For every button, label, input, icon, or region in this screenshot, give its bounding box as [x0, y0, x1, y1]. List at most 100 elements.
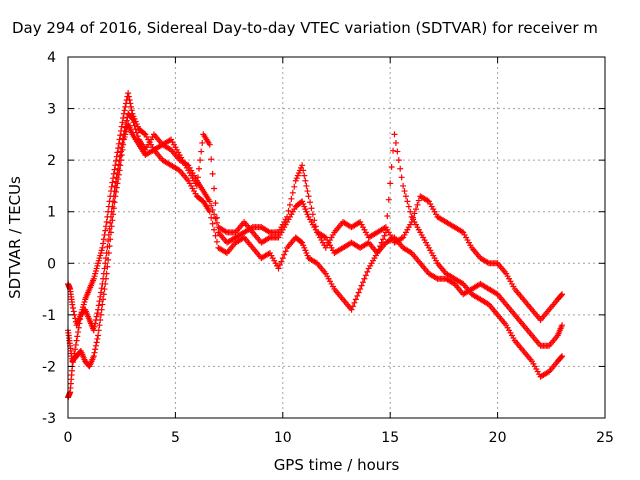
data-point	[125, 93, 132, 100]
data-point	[131, 122, 138, 129]
data-point	[279, 255, 286, 262]
x-tick-label: 5	[171, 430, 180, 446]
data-point	[95, 306, 102, 313]
data-point	[73, 337, 80, 344]
data-point	[199, 139, 206, 146]
data-point	[95, 302, 102, 309]
data-point	[394, 148, 401, 155]
data-point	[109, 203, 116, 210]
data-point	[285, 207, 292, 214]
data-points	[65, 90, 566, 401]
data-point	[115, 145, 122, 152]
data-point	[120, 135, 127, 142]
data-point	[102, 227, 109, 234]
data-point	[415, 197, 422, 204]
data-point	[209, 170, 216, 177]
data-point	[114, 170, 121, 177]
data-point	[99, 280, 106, 287]
data-point	[558, 292, 565, 299]
data-point	[300, 167, 307, 174]
data-point	[198, 148, 205, 155]
series	[65, 110, 566, 401]
data-point	[130, 119, 137, 126]
x-tick-label: 20	[489, 430, 507, 446]
data-point	[302, 177, 309, 184]
data-point	[120, 115, 127, 122]
data-point	[299, 162, 306, 169]
data-point	[196, 165, 203, 172]
data-point	[125, 90, 132, 97]
x-tick-label: 0	[64, 430, 73, 446]
data-point	[206, 198, 213, 205]
data-point	[404, 198, 411, 205]
data-point	[108, 183, 115, 190]
data-point	[286, 201, 293, 208]
data-point	[103, 219, 110, 226]
data-point	[308, 205, 315, 212]
data-point	[133, 129, 140, 136]
data-point	[92, 342, 99, 349]
data-point	[117, 148, 124, 155]
data-point	[105, 237, 112, 244]
data-point	[304, 188, 311, 195]
data-point	[358, 282, 365, 289]
data-point	[70, 304, 77, 311]
data-point	[128, 115, 135, 122]
data-point	[112, 162, 119, 169]
data-point	[211, 226, 218, 233]
data-point	[354, 292, 361, 299]
data-point	[113, 153, 120, 160]
data-point	[100, 270, 107, 277]
data-point	[288, 195, 295, 202]
data-point	[385, 196, 392, 203]
data-point	[375, 246, 382, 253]
data-point	[206, 141, 213, 148]
data-point	[108, 208, 115, 215]
data-point	[123, 117, 130, 124]
data-point	[121, 107, 128, 114]
data-point	[402, 193, 409, 200]
data-point	[129, 115, 136, 122]
data-point	[118, 144, 125, 151]
data-point	[349, 303, 356, 310]
data-point	[392, 139, 399, 146]
data-point	[298, 238, 305, 245]
data-point	[276, 262, 283, 269]
data-point	[119, 139, 126, 146]
data-point	[75, 329, 82, 336]
y-tick-label: 1	[47, 205, 56, 221]
grid-lines	[68, 57, 605, 418]
data-point	[355, 289, 362, 296]
data-point	[208, 214, 215, 221]
data-point	[414, 201, 421, 208]
data-point	[348, 306, 355, 313]
data-point	[94, 335, 101, 342]
data-point	[117, 132, 124, 139]
data-point	[70, 308, 77, 315]
data-point	[388, 164, 395, 171]
data-point	[110, 175, 117, 182]
data-point	[69, 301, 76, 308]
data-point	[104, 243, 111, 250]
data-point	[359, 279, 366, 286]
data-point	[122, 121, 129, 128]
data-point	[134, 133, 141, 140]
x-tick-label: 25	[596, 430, 614, 446]
data-point	[101, 265, 108, 272]
data-point	[128, 107, 135, 114]
data-point	[105, 231, 112, 238]
data-point	[102, 260, 109, 267]
data-point	[77, 316, 84, 323]
data-point	[407, 208, 414, 215]
data-point	[107, 213, 114, 220]
y-axis-title: SDTVAR / TECUs	[6, 176, 24, 299]
data-point	[208, 156, 215, 163]
data-point	[275, 265, 282, 272]
data-point	[113, 174, 120, 181]
data-point	[374, 249, 381, 256]
data-point	[116, 157, 123, 164]
y-tick-label: -3	[42, 411, 56, 427]
data-point	[111, 166, 118, 173]
data-point	[70, 359, 77, 366]
x-tick-label: 10	[274, 430, 292, 446]
